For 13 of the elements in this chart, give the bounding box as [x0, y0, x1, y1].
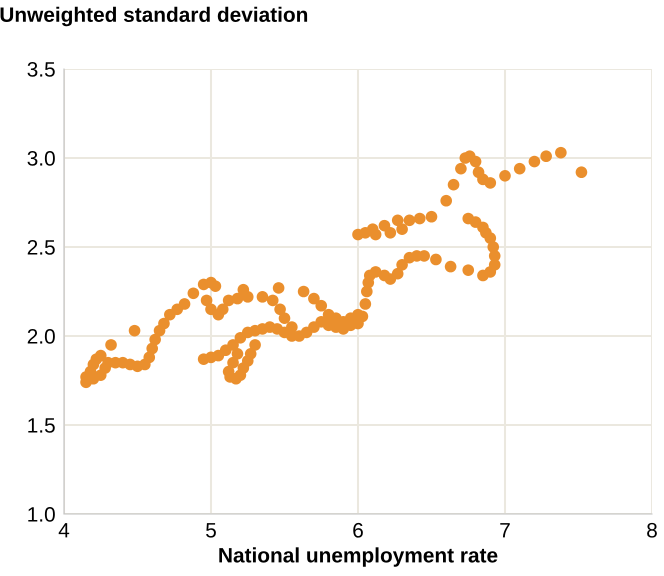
- x-tick-label: 5: [206, 523, 216, 538]
- x-tick-label: 6: [353, 522, 363, 538]
- x-tick-label: 8: [647, 522, 657, 538]
- x-tick-label: 4: [58, 523, 70, 538]
- y-tick-label: 2.0: [28, 329, 55, 344]
- y-tick-label: 1.0: [28, 507, 55, 522]
- y-tick-label: 1.5: [28, 418, 55, 433]
- y-tick-label: 3.5: [28, 62, 55, 77]
- x-tick-label: 7: [500, 523, 510, 538]
- y-tick-label: 3.0: [28, 151, 55, 166]
- y-axis-title: Unweighted standard deviation: [0, 6, 308, 26]
- y-tick-label: 2.5: [28, 240, 55, 255]
- x-axis-title: National unemployment rate: [219, 547, 498, 567]
